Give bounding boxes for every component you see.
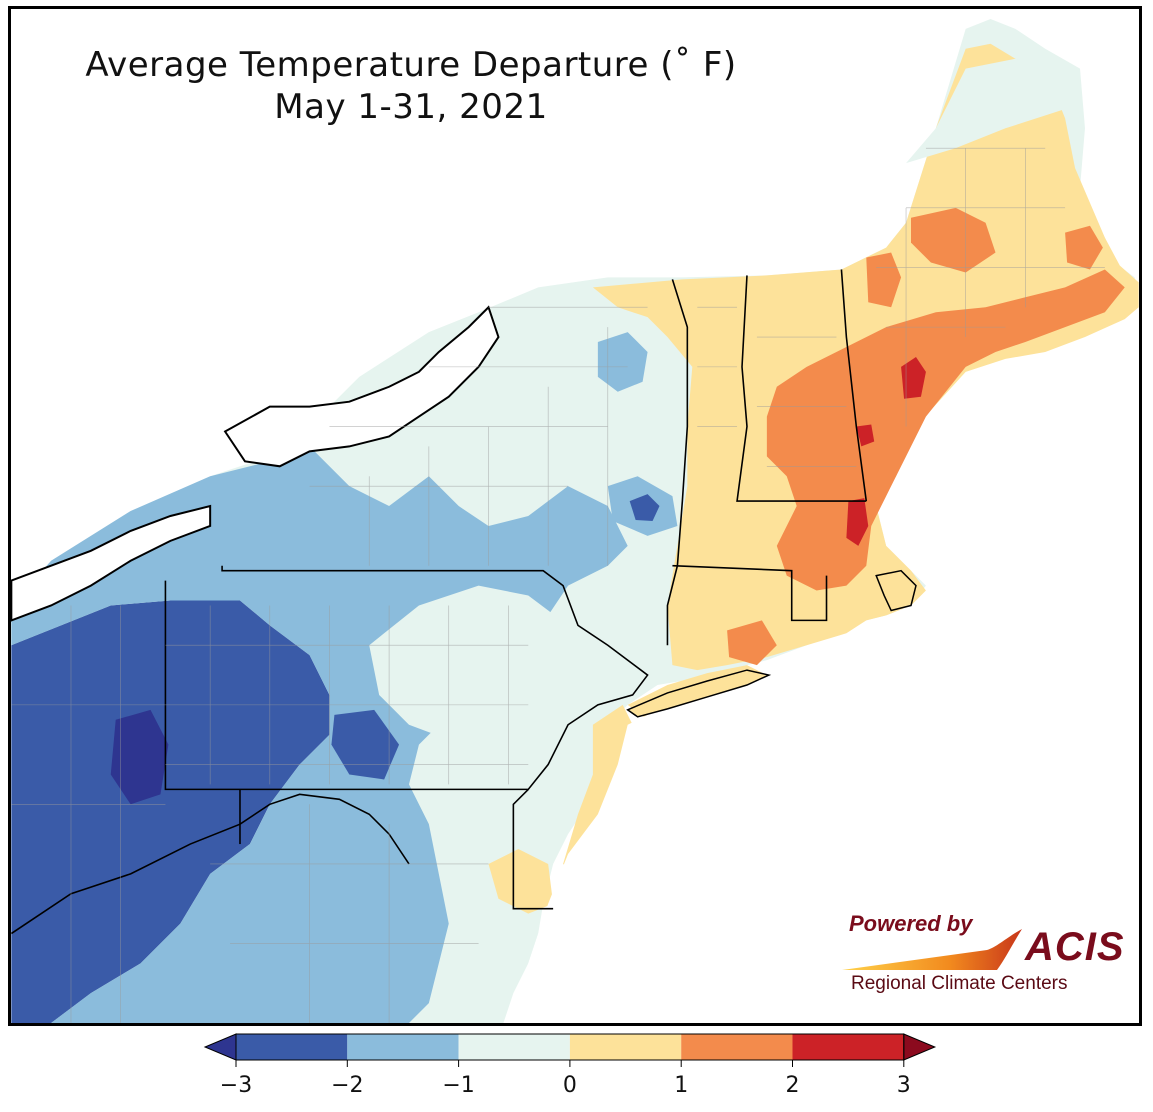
long-island-white — [626, 669, 772, 718]
colorbar-tick-label: −3 — [220, 1073, 252, 1098]
ocean — [508, 545, 1139, 1023]
colorbar-bin — [347, 1034, 459, 1060]
region-pa-west-dark — [110, 709, 169, 805]
region-ct-orange — [727, 620, 777, 666]
colorbar-tick-label: −2 — [331, 1073, 363, 1098]
colorbar-tick-label: 3 — [897, 1073, 911, 1098]
acis-swoosh-graphic — [842, 929, 1022, 970]
colorbar-tick-label: 1 — [674, 1073, 688, 1098]
colorbar-bins — [203, 1033, 937, 1061]
colorbar-bin — [236, 1034, 348, 1060]
temperature-departure-map — [11, 18, 1139, 1023]
state-borders — [11, 269, 868, 935]
acis-name-text: ACIS — [1025, 925, 1125, 969]
colorbar-tick-label: 2 — [786, 1073, 800, 1098]
acis-powered-by-text: Powered by — [849, 911, 973, 936]
region-boston-red — [846, 498, 869, 546]
cape-cod — [875, 569, 917, 612]
region-below-2 — [11, 600, 330, 1023]
colorbar-tick-label: 0 — [563, 1073, 577, 1098]
lake-erie — [11, 504, 212, 622]
colorbar-bin — [792, 1034, 904, 1060]
region-maine-north-light — [906, 58, 1068, 164]
region-maine-central-orange — [911, 207, 996, 273]
colorbar-legend: −3 −2 −1 0 1 2 3 — [203, 1033, 937, 1098]
region-nh-red — [856, 424, 875, 447]
region-nh-orange — [866, 252, 902, 308]
lake-ontario — [223, 305, 500, 468]
map-subtitle-date: May 1-31, 2021 — [274, 87, 548, 127]
map-panel: Average Temperature Departure (˚ F) May … — [8, 6, 1142, 1026]
colorbar-under-arrow — [203, 1033, 237, 1061]
map-title: Average Temperature Departure (˚ F) — [85, 45, 737, 85]
acis-logo: Powered by ACIS Regional Climate Centers — [837, 911, 1127, 1001]
region-ny-north-blue — [597, 332, 648, 392]
colorbar-ticks: −3 −2 −1 0 1 2 3 — [220, 1060, 911, 1098]
region-maine-coast-red — [901, 356, 926, 399]
colorbar-over-arrow — [903, 1033, 937, 1061]
colorbar-bin — [681, 1034, 793, 1060]
acis-subtitle-text: Regional Climate Centers — [851, 973, 1068, 994]
county-lines — [11, 147, 1105, 1023]
region-ny-capital-dark — [629, 494, 660, 521]
colorbar-tick-label: −1 — [442, 1073, 474, 1098]
region-maine-east-orange — [1065, 225, 1103, 270]
colorbar-bin — [458, 1034, 570, 1060]
region-nj-warm — [563, 704, 638, 874]
region-delmarva-warm — [488, 849, 554, 914]
region-pa-blue — [331, 709, 400, 780]
colorbar-bin — [569, 1034, 682, 1060]
